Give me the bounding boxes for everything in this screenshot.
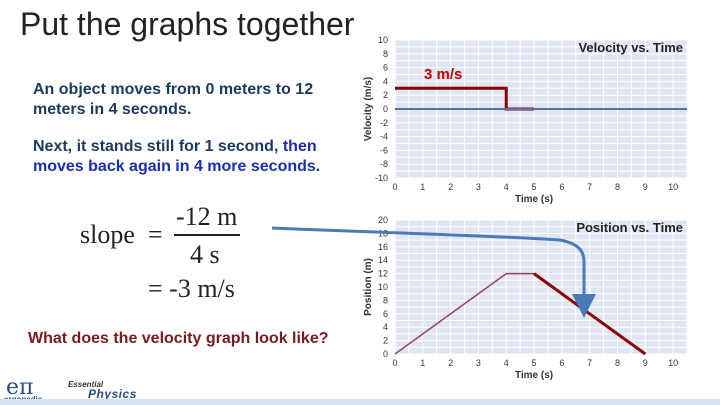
logo-physics: Physics — [88, 387, 137, 401]
x-tick-label: 10 — [668, 358, 678, 368]
y-tick-label: 6 — [383, 63, 388, 73]
x-tick-label: 3 — [476, 182, 481, 192]
y-tick-label: -10 — [375, 173, 388, 183]
x-tick-label: 8 — [615, 358, 620, 368]
y-tick-label: -4 — [380, 132, 388, 142]
x-tick-label: 5 — [532, 182, 537, 192]
x-tick-label: 7 — [587, 358, 592, 368]
y-tick-label: 0 — [383, 104, 388, 114]
x-tick-label: 10 — [668, 182, 678, 192]
slide-title: Put the graphs together — [20, 6, 355, 42]
y-axis-label: Velocity (m/s) — [363, 77, 374, 141]
slope-numerator: -12 m — [176, 202, 238, 231]
y-tick-label: 4 — [383, 322, 388, 332]
x-tick-label: 5 — [532, 358, 537, 368]
slope-equals: = — [148, 220, 163, 249]
y-tick-label: 6 — [383, 309, 388, 319]
y-tick-label: 0 — [383, 349, 388, 359]
x-tick-label: 2 — [448, 182, 453, 192]
x-tick-label: 2 — [448, 358, 453, 368]
x-tick-label: 8 — [615, 182, 620, 192]
series-line-0 — [394, 272, 535, 355]
logo-essential: Essential — [68, 380, 104, 389]
y-tick-label: -8 — [380, 159, 388, 169]
x-tick-label: 6 — [559, 358, 564, 368]
paragraph-motion-back: Next, it stands still for 1 second, then… — [33, 137, 343, 177]
chart-title: Position vs. Time — [576, 220, 683, 235]
x-tick-label: 9 — [643, 182, 648, 192]
x-tick-label: 4 — [504, 182, 509, 192]
question-text: What does the velocity graph look like? — [28, 330, 329, 347]
x-axis-label: Time (s) — [515, 194, 553, 205]
velocity-annotation-label: 3 m/s — [424, 66, 462, 83]
paragraph-moves-back: then moves back again in 4 more seconds. — [33, 138, 321, 175]
x-tick-label: 1 — [420, 182, 425, 192]
y-tick-label: 16 — [378, 242, 388, 252]
footer-bar — [0, 399, 720, 405]
chart-title: Velocity vs. Time — [578, 40, 683, 55]
paragraph-motion-forward: An object moves from 0 meters to 12 mete… — [33, 81, 314, 118]
fraction-bar — [174, 234, 240, 236]
annotation-arrow — [271, 226, 596, 318]
x-tick-label: 7 — [587, 182, 592, 192]
x-tick-label: 1 — [420, 358, 425, 368]
y-tick-label: -2 — [380, 118, 388, 128]
slope-result: = -3 m/s — [148, 274, 235, 303]
y-tick-label: 2 — [383, 90, 388, 100]
paragraph-stands-still: Next, it stands still for 1 second, — [33, 138, 279, 155]
velocity-vs-time-chart: 0 1 2 3 4 5 6 7 8 9 10 10 8 6 4 2 0 -2 -4 -6 -8 -10 Time (s) Ve… — [363, 35, 688, 205]
y-tick-label: 20 — [378, 215, 388, 225]
x-tick-label: 0 — [392, 358, 397, 368]
y-tick-label: 2 — [383, 336, 388, 346]
x-tick-label: 6 — [559, 182, 564, 192]
y-axis-label: Position (m) — [363, 258, 374, 316]
x-tick-label: 9 — [643, 358, 648, 368]
slope-denominator: 4 s — [190, 240, 220, 269]
x-tick-label: 4 — [504, 358, 509, 368]
y-tick-label: 12 — [378, 269, 388, 279]
y-tick-label: 8 — [383, 295, 388, 305]
x-tick-label: 3 — [476, 358, 481, 368]
y-tick-label: 10 — [378, 282, 388, 292]
y-tick-label: 10 — [378, 35, 388, 45]
y-tick-label: -6 — [380, 145, 388, 155]
y-tick-label: 4 — [383, 76, 388, 86]
x-tick-label: 0 — [392, 182, 397, 192]
y-tick-label: 14 — [378, 255, 388, 265]
slope-word: slope — [80, 220, 135, 249]
y-tick-label: 8 — [383, 49, 388, 59]
logo-mark: eπ — [6, 375, 34, 400]
x-axis-label: Time (s) — [515, 370, 553, 381]
